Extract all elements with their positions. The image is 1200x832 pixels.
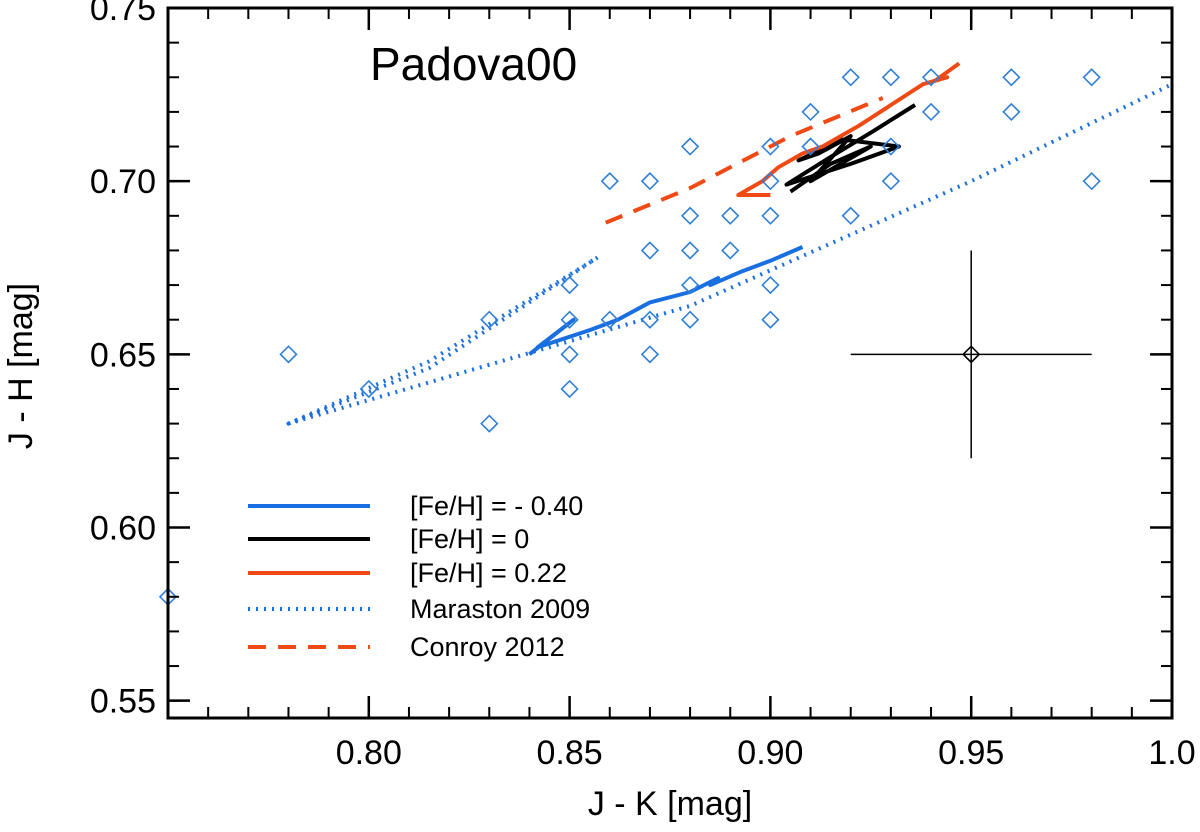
y-axis-label: J - H [mag]: [2, 283, 40, 449]
error-point-marker: [962, 345, 981, 364]
series-line-fe-h-0: [784, 103, 917, 194]
scatter-point: [921, 102, 941, 122]
scatter-point: [1082, 172, 1101, 191]
scatter-point: [680, 206, 700, 225]
scatter-point: [680, 137, 700, 156]
series-line-maraston-2009: [286, 82, 1173, 426]
scatter-point: [881, 68, 901, 87]
x-axis-label: J - K [mag]: [588, 785, 752, 823]
scatter-point: [1002, 68, 1021, 87]
scatter-layer: [158, 68, 1101, 606]
scatter-point: [680, 275, 700, 295]
y-tick-label: 0.60: [90, 510, 156, 548]
scatter-point: [721, 206, 740, 225]
scatter-point: [801, 102, 820, 122]
scatter-point: [801, 137, 820, 156]
legend-label-feh-minus-040: [Fe/H] = - 0.40: [410, 491, 583, 521]
scatter-point: [680, 310, 700, 329]
x-tick-label: 0.90: [737, 734, 803, 772]
legend-label-feh-0: [Fe/H] = 0: [410, 524, 529, 554]
series-layer: [286, 61, 1173, 426]
scatter-point: [560, 310, 579, 329]
scatter-point: [640, 310, 660, 329]
scatter-point: [680, 241, 700, 260]
scatter-point: [279, 345, 298, 364]
scatter-point: [761, 275, 780, 295]
scatter-point: [480, 310, 499, 329]
tick-layer: 0.80 0.85 0.90 0.95 1.0 0.55 0.60 0.65 0.70 0.75: [90, 0, 1196, 772]
legend: [Fe/H] = - 0.40 [Fe/H] = 0 [Fe/H] = 0.22…: [248, 491, 590, 662]
scatter-point: [480, 414, 499, 433]
scatter-point: [761, 137, 780, 156]
legend-label-feh-022: [Fe/H] = 0.22: [410, 558, 567, 588]
legend-label-conroy: Conroy 2012: [410, 632, 565, 662]
scatter-point: [560, 345, 579, 364]
scatter-point: [359, 379, 378, 399]
scatter-point: [841, 206, 860, 225]
error-bar-layer: [850, 250, 1092, 459]
scatter-point: [600, 310, 619, 329]
scatter-point: [881, 137, 901, 156]
plot-frame: [166, 6, 1174, 720]
scatter-point: [841, 68, 860, 87]
y-tick-label: 0.65: [90, 336, 156, 374]
series-line-fe-h-0-40: [528, 245, 804, 356]
scatter-point: [881, 172, 901, 191]
scatter-point: [560, 275, 579, 295]
axes-layer: [166, 6, 1174, 720]
series-line-fe-h-0-22: [736, 61, 961, 197]
scatter-point: [761, 206, 780, 225]
scatter-point: [1002, 102, 1021, 122]
scatter-point: [721, 241, 740, 260]
scatter-point: [640, 345, 660, 364]
y-tick-label: 0.75: [90, 0, 156, 28]
y-tick-label: 0.55: [90, 683, 156, 721]
series-line-conroy-2012: [604, 96, 884, 225]
scatter-point: [600, 172, 619, 191]
x-tick-label: 1.0: [1148, 734, 1195, 772]
x-tick-label: 0.85: [537, 734, 603, 772]
scatter-point: [1082, 68, 1101, 87]
y-tick-label: 0.70: [90, 163, 156, 201]
x-tick-label: 0.95: [938, 734, 1004, 772]
scatter-point: [640, 172, 660, 191]
x-tick-label: 0.80: [336, 734, 402, 772]
scatter-point: [761, 172, 780, 191]
chart-title: Padova00: [370, 38, 577, 90]
scatter-point: [761, 310, 780, 329]
scatter-point: [921, 68, 941, 87]
scatter-point: [560, 379, 579, 399]
legend-label-maraston: Maraston 2009: [410, 594, 590, 624]
scatter-point: [640, 241, 660, 260]
